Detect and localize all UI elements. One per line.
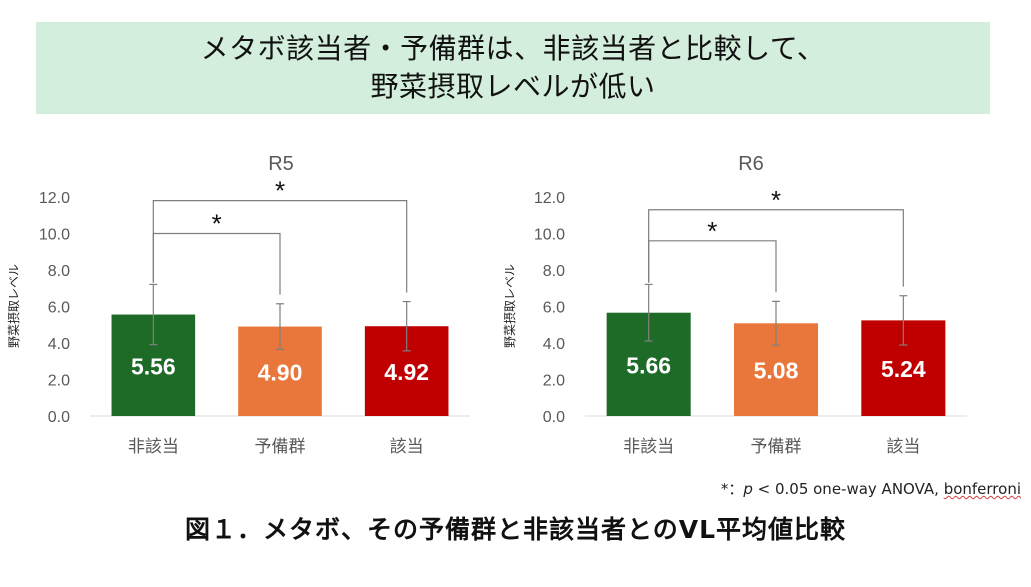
significance-bracket xyxy=(152,232,281,295)
category-label: 非該当 xyxy=(623,437,674,457)
footnote-test: < 0.05 one-way ANOVA, xyxy=(752,480,944,498)
category-label: 該当 xyxy=(886,437,920,457)
y-tick-label: 12.0 xyxy=(534,190,565,207)
significance-mark: * xyxy=(771,185,781,215)
y-tick-label: 2.0 xyxy=(543,373,565,390)
data-label: 5.08 xyxy=(754,358,799,384)
banner-line-2: 野菜摂取レベルが低い xyxy=(370,70,656,103)
category-label: 非該当 xyxy=(128,437,179,457)
y-tick-label: 10.0 xyxy=(534,227,565,244)
data-label: 5.66 xyxy=(626,352,671,378)
significance-mark: * xyxy=(707,216,717,246)
y-tick-label: 0.0 xyxy=(543,409,565,426)
data-label: 5.24 xyxy=(881,356,926,382)
y-tick-label: 6.0 xyxy=(48,300,70,317)
footnote-method: bonferroni xyxy=(943,480,1021,498)
significance-footnote: *：p < 0.05 one-way ANOVA, bonferroni xyxy=(721,478,1021,499)
figure-caption: 図１．メタボ、その予備群と非該当者とのVL平均値比較 xyxy=(184,515,847,544)
significance-bracket xyxy=(648,209,904,287)
y-axis-label: 野菜摂取レベル xyxy=(502,264,517,348)
category-label: 予備群 xyxy=(751,437,802,457)
y-tick-label: 0.0 xyxy=(48,409,70,426)
y-tick-label: 10.0 xyxy=(39,227,70,244)
y-tick-label: 12.0 xyxy=(39,190,70,207)
y-tick-label: 8.0 xyxy=(543,263,565,280)
category-label: 予備群 xyxy=(255,437,306,457)
y-tick-label: 6.0 xyxy=(543,300,565,317)
data-label: 4.92 xyxy=(384,359,429,385)
footnote-star: *： xyxy=(720,480,744,498)
y-axis-label: 野菜摂取レベル xyxy=(6,264,21,348)
y-tick-label: 2.0 xyxy=(48,373,70,390)
chart-title: R5 xyxy=(268,153,294,175)
significance-bracket xyxy=(152,200,408,293)
y-tick-label: 4.0 xyxy=(48,336,70,353)
significance-bracket xyxy=(648,240,777,293)
significance-mark: * xyxy=(275,176,285,206)
data-label: 5.56 xyxy=(131,353,176,379)
chart-title: R6 xyxy=(738,153,764,175)
title-banner: メタボ該当者・予備群は、非該当者と比較して、 野菜摂取レベルが低い xyxy=(36,22,990,114)
banner-line-1: メタボ該当者・予備群は、非該当者と比較して、 xyxy=(200,32,826,65)
category-label: 該当 xyxy=(390,437,424,457)
significance-mark: * xyxy=(212,209,222,239)
y-tick-label: 4.0 xyxy=(543,336,565,353)
y-tick-label: 8.0 xyxy=(48,263,70,280)
data-label: 4.90 xyxy=(258,359,303,385)
footnote-p: p xyxy=(743,480,753,498)
